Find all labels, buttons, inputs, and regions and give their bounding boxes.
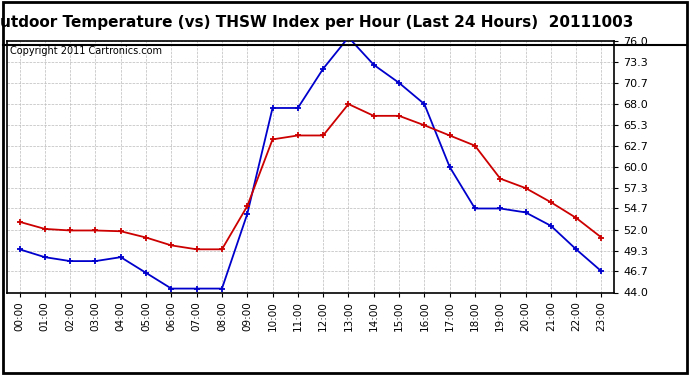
Text: Copyright 2011 Cartronics.com: Copyright 2011 Cartronics.com [10,46,162,56]
Text: Outdoor Temperature (vs) THSW Index per Hour (Last 24 Hours)  20111003: Outdoor Temperature (vs) THSW Index per … [0,15,633,30]
